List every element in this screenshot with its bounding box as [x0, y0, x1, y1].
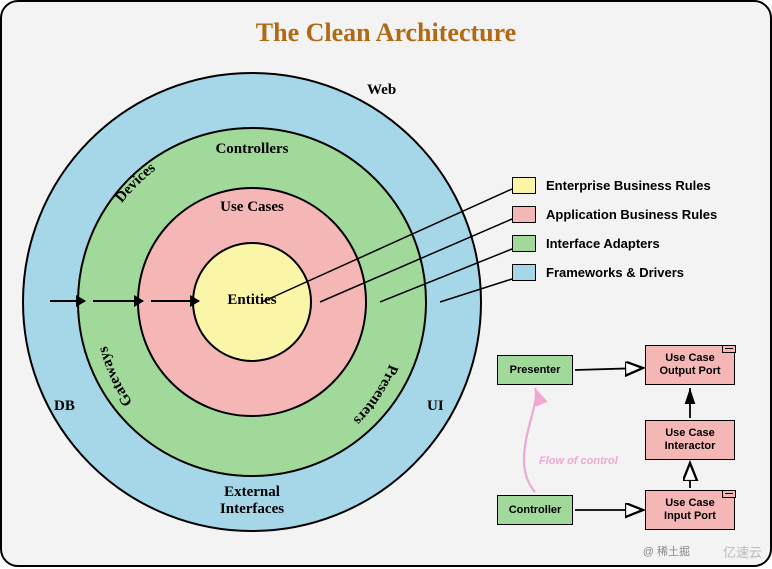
box-outputport: Use Case Output Port [645, 345, 735, 385]
legend-swatch [512, 177, 536, 194]
legend-label: Interface Adapters [546, 236, 660, 251]
box-label: Controller [509, 504, 562, 517]
ring-label-db: DB [54, 398, 75, 415]
box-label: Use Case Interactor [665, 427, 716, 452]
watermark: 亿速云 [723, 542, 762, 561]
legend: Enterprise Business Rules Application Bu… [512, 177, 717, 293]
watermark: @ 稀土掘 [643, 543, 690, 559]
legend-row: Frameworks & Drivers [512, 264, 717, 281]
ring-entities: Entities [192, 242, 312, 362]
arrow-icon [50, 300, 85, 302]
interface-tag-icon [722, 490, 736, 498]
legend-label: Enterprise Business Rules [546, 178, 711, 193]
ring-label-ui: UI [427, 398, 444, 415]
box-interactor: Use Case Interactor [645, 420, 735, 460]
box-label: Use Case Input Port [664, 497, 716, 522]
legend-label: Frameworks & Drivers [546, 265, 684, 280]
ring-label-external: External Interfaces [22, 484, 482, 518]
box-label: Use Case Output Port [659, 352, 720, 377]
flow-of-control-label: Flow of control [539, 455, 618, 467]
legend-row: Enterprise Business Rules [512, 177, 717, 194]
inward-arrows [50, 292, 203, 310]
legend-swatch [512, 264, 536, 281]
diagram-title: The Clean Architecture [2, 18, 770, 48]
legend-swatch [512, 235, 536, 252]
diagram-frame: The Clean Architecture Entities Web UI D… [0, 0, 772, 567]
legend-swatch [512, 206, 536, 223]
box-label: Presenter [510, 364, 561, 377]
ring-label-controllers: Controllers [22, 141, 482, 158]
box-presenter: Presenter [497, 355, 573, 385]
legend-row: Application Business Rules [512, 206, 717, 223]
ring-label-web: Web [367, 82, 396, 99]
ring-label-usecases: Use Cases [22, 199, 482, 216]
interface-tag-icon [722, 345, 736, 353]
entities-label: Entities [227, 292, 276, 308]
legend-label: Application Business Rules [546, 207, 717, 222]
legend-row: Interface Adapters [512, 235, 717, 252]
box-controller: Controller [497, 495, 573, 525]
box-inputport: Use Case Input Port [645, 490, 735, 530]
detail-diagram: Presenter Controller Use Case Output Por… [497, 330, 757, 550]
arrow-icon [151, 300, 199, 302]
arrow-icon [93, 300, 143, 302]
